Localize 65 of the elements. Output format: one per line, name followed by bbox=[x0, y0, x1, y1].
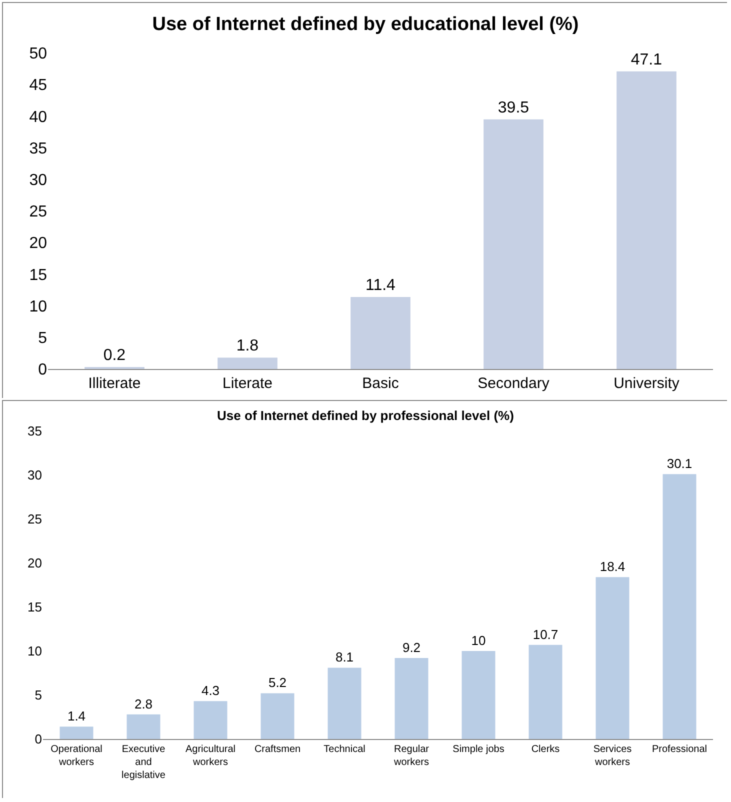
bar bbox=[484, 119, 544, 369]
bar bbox=[194, 701, 228, 739]
y-tick-label: 35 bbox=[28, 424, 42, 439]
data-label: 0.2 bbox=[103, 347, 126, 364]
bar bbox=[662, 474, 696, 739]
data-label: 39.5 bbox=[498, 99, 530, 116]
x-tick-label: Operational workers bbox=[50, 744, 102, 768]
y-tick-label: 20 bbox=[28, 556, 42, 571]
x-tick-label: Craftsmen bbox=[254, 744, 301, 755]
x-tick-label: Executive and legislative bbox=[122, 744, 166, 781]
data-label: 1.8 bbox=[236, 338, 259, 355]
y-tick-label: 0 bbox=[34, 732, 42, 747]
x-tick-label: Technical bbox=[324, 744, 366, 755]
data-label: 11.4 bbox=[365, 276, 396, 294]
y-tick-label: 15 bbox=[28, 600, 42, 615]
y-tick-label: 15 bbox=[29, 266, 48, 284]
data-label: 1.4 bbox=[67, 708, 86, 724]
x-tick-label: Services workers bbox=[593, 744, 632, 768]
bar bbox=[60, 726, 94, 739]
data-label: 9.2 bbox=[402, 640, 421, 656]
data-label: 18.4 bbox=[600, 559, 626, 574]
bar bbox=[260, 693, 294, 739]
x-tick-label: Basic bbox=[362, 375, 400, 392]
x-tick-label: Simple jobs bbox=[452, 744, 504, 755]
y-tick-label: 25 bbox=[28, 512, 42, 527]
y-tick-label: 10 bbox=[28, 644, 42, 659]
bar bbox=[394, 658, 428, 739]
y-tick-label: 5 bbox=[34, 688, 42, 703]
x-tick-label: University bbox=[614, 375, 680, 392]
x-tick-label: Regular workers bbox=[392, 744, 430, 768]
bar bbox=[328, 668, 362, 739]
chart-title: Use of Internet defined by educational level (%) bbox=[152, 14, 579, 36]
bar bbox=[350, 296, 410, 369]
y-tick-label: 30 bbox=[29, 172, 48, 189]
chart-title: Use of Internet defined by professional level (%) bbox=[217, 408, 514, 424]
y-tick-label: 25 bbox=[29, 204, 48, 221]
x-tick-label: Secondary bbox=[478, 375, 550, 392]
y-tick-label: 20 bbox=[29, 235, 48, 252]
bar bbox=[218, 358, 278, 369]
data-label: 5.2 bbox=[268, 675, 287, 690]
data-label: 47.1 bbox=[630, 51, 662, 68]
data-label: 30.1 bbox=[666, 456, 692, 472]
y-tick-label: 5 bbox=[38, 330, 48, 347]
y-tick-label: 40 bbox=[29, 108, 48, 126]
data-label: 10.7 bbox=[532, 626, 558, 642]
data-label: 10 bbox=[471, 633, 486, 648]
bar bbox=[462, 651, 496, 739]
bar bbox=[528, 644, 562, 739]
bar bbox=[596, 577, 630, 739]
y-tick-label: 30 bbox=[28, 468, 42, 483]
x-tick-label: Professional bbox=[652, 744, 708, 755]
x-tick-label: Literate bbox=[222, 375, 273, 392]
y-tick-label: 0 bbox=[38, 362, 48, 379]
data-label: 4.3 bbox=[201, 683, 220, 698]
x-tick-label: Clerks bbox=[531, 744, 560, 755]
y-tick-label: 45 bbox=[29, 77, 48, 94]
bar bbox=[126, 714, 160, 739]
y-tick-label: 35 bbox=[29, 140, 48, 158]
x-tick-label: Illiterate bbox=[88, 375, 141, 392]
data-label: 8.1 bbox=[335, 650, 354, 665]
data-label: 2.8 bbox=[134, 696, 153, 712]
bar bbox=[616, 71, 676, 369]
x-tick-label: Agricultural workers bbox=[185, 744, 236, 768]
y-tick-label: 50 bbox=[29, 46, 48, 63]
y-tick-label: 10 bbox=[29, 298, 48, 316]
